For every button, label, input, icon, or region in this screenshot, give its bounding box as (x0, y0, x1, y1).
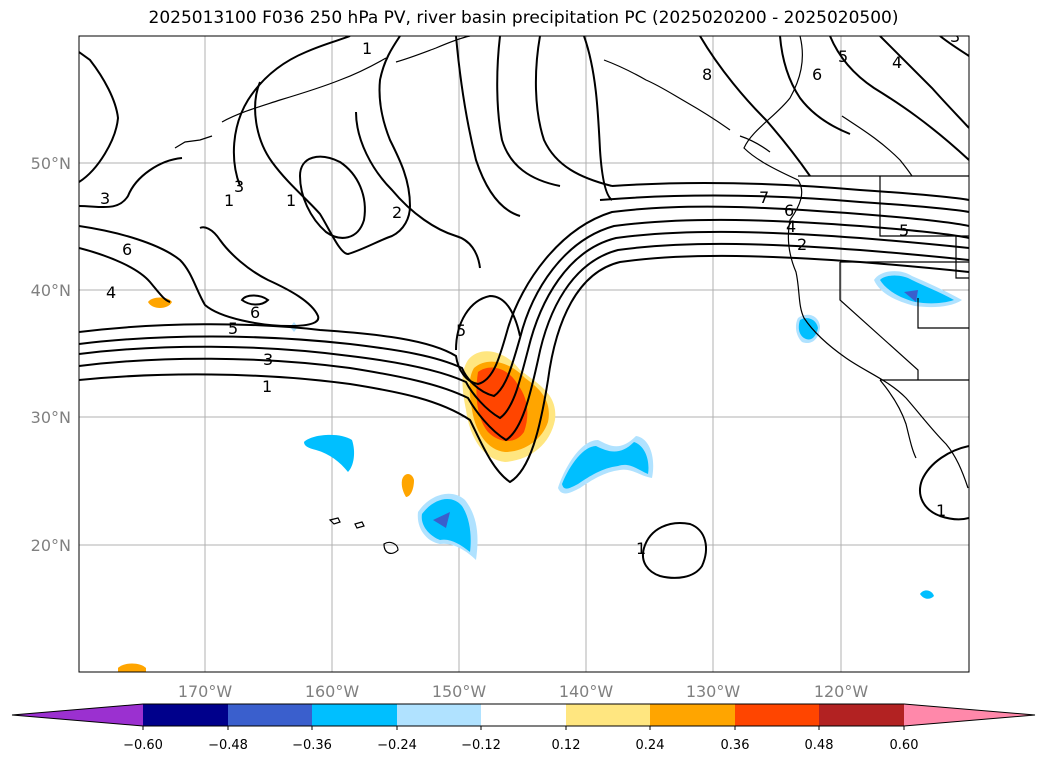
lon-label: 140°W (559, 682, 614, 701)
colorbar: −0.60 −0.48 −0.36 −0.24 −0.12 0.12 0.24 … (11, 703, 1036, 753)
svg-text:6: 6 (122, 240, 132, 259)
pv-contours (79, 36, 969, 579)
svg-text:2: 2 (797, 235, 807, 254)
svg-text:3: 3 (100, 189, 110, 208)
svg-text:7: 7 (759, 188, 769, 207)
svg-text:2: 2 (392, 203, 402, 222)
lat-tick-labels: 50°N 40°N 30°N 20°N (31, 154, 71, 555)
svg-text:4: 4 (786, 217, 796, 236)
colorbar-tick-label: −0.60 (123, 738, 163, 753)
lon-label: 160°W (305, 682, 360, 701)
svg-text:4: 4 (892, 53, 902, 72)
svg-text:5: 5 (838, 47, 848, 66)
lon-label: 120°W (814, 682, 869, 701)
svg-text:4: 4 (106, 283, 116, 302)
svg-text:1: 1 (362, 39, 372, 58)
svg-text:6: 6 (812, 65, 822, 84)
svg-text:5: 5 (899, 221, 909, 240)
coastlines (174, 36, 969, 554)
lon-tick-labels: 170°W 160°W 150°W 140°W 130°W 120°W (178, 682, 869, 701)
lat-label: 50°N (31, 154, 71, 173)
lat-label: 30°N (31, 408, 71, 427)
svg-text:8: 8 (702, 65, 712, 84)
contour-labels: 1 3 5 6 5 2 4 5 6 7 6 4 1 3 1 2 3 1 8 6 … (100, 27, 960, 558)
svg-text:6: 6 (250, 303, 260, 322)
svg-text:1: 1 (262, 377, 272, 396)
colorbar-extend-min (12, 704, 143, 726)
colorbar-extend-max (904, 704, 1035, 726)
colorbar-tick-label: −0.36 (292, 738, 332, 753)
svg-text:5: 5 (456, 321, 466, 340)
colorbar-tick-label: 0.36 (721, 738, 750, 753)
colorbar-tick-label: −0.12 (461, 738, 501, 753)
map-title: 2025013100 F036 250 hPa PV, river basin … (148, 8, 899, 28)
svg-text:1: 1 (224, 191, 234, 210)
colorbar-tick-label: −0.48 (208, 738, 248, 753)
svg-text:1: 1 (636, 539, 646, 558)
colorbar-tick-label: 0.24 (636, 738, 665, 753)
colorbar-tick-label: 0.48 (805, 738, 834, 753)
svg-text:1: 1 (936, 501, 946, 520)
svg-text:5: 5 (228, 319, 238, 338)
lat-label: 20°N (31, 536, 71, 555)
svg-text:1: 1 (286, 191, 296, 210)
svg-text:3: 3 (234, 177, 244, 196)
colorbar-tick-label: −0.24 (377, 738, 417, 753)
lon-label: 130°W (686, 682, 741, 701)
lon-label: 170°W (178, 682, 233, 701)
lon-label: 150°W (432, 682, 487, 701)
svg-text:3: 3 (263, 350, 273, 369)
lat-label: 40°N (31, 281, 71, 300)
map-frame (78, 35, 970, 673)
svg-text:3: 3 (950, 27, 960, 46)
map-background (79, 36, 969, 672)
colorbar-tick-label: 0.12 (552, 738, 581, 753)
svg-text:6: 6 (784, 201, 794, 220)
colorbar-tick-label: 0.60 (890, 738, 919, 753)
